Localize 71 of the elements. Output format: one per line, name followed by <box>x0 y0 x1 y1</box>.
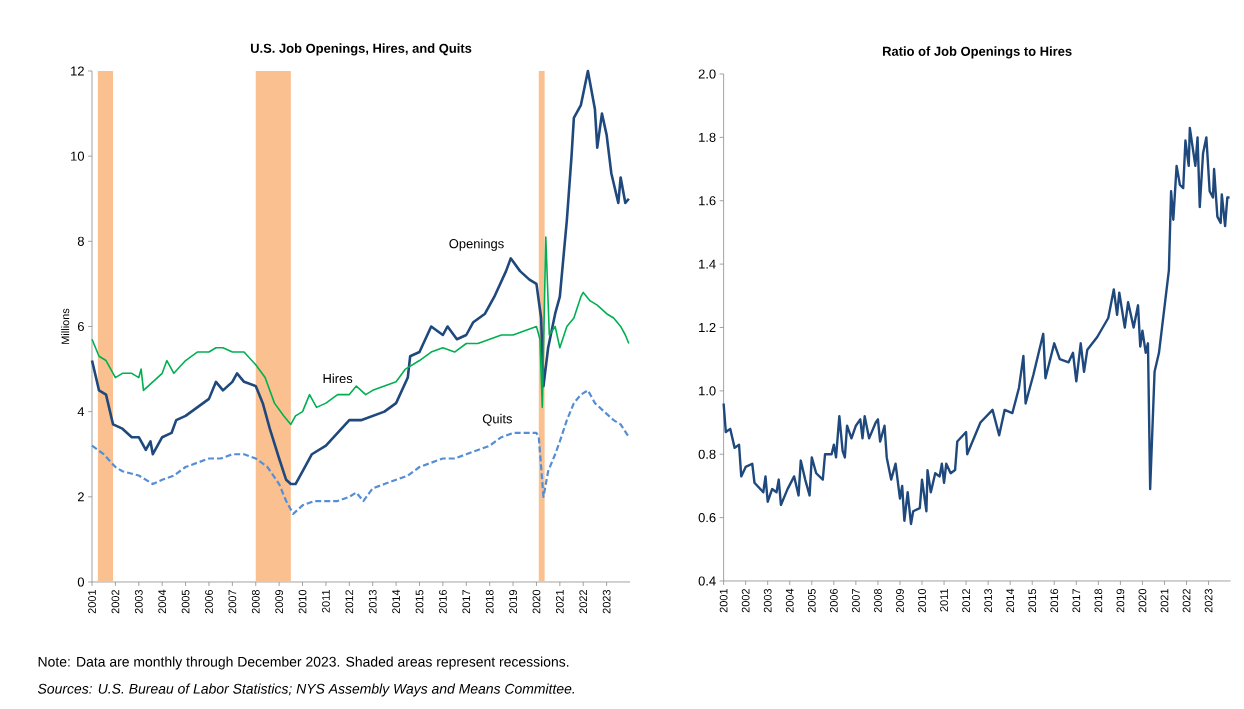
x-tick-label: 2007 <box>852 589 860 613</box>
x-tick-label: 2016 <box>439 589 447 614</box>
x-tick-label: 2018 <box>485 589 494 614</box>
chart-title: U.S. Job Openings, Hires, and Quits <box>250 43 472 56</box>
x-tick-label: 2012 <box>345 590 354 614</box>
y-tick-label: 1.2 <box>699 322 716 333</box>
x-tick-label: 2007 <box>228 590 237 614</box>
chart-title: Ratio of Job Openings to Hires <box>882 46 1072 59</box>
x-tick-label: 2017 <box>1072 589 1081 613</box>
y-tick-label: 8 <box>77 236 84 246</box>
x-tick-label: 2008 <box>874 588 882 613</box>
y-tick-label: 0.4 <box>698 576 716 586</box>
x-tick-label: 2023 <box>602 589 611 614</box>
x-tick-label: 2009 <box>896 589 904 613</box>
y-tick-label: 0.8 <box>698 449 716 459</box>
x-tick-label: 2011 <box>322 590 330 613</box>
x-tick-label: 2019 <box>509 590 517 614</box>
x-tick-label: 2008 <box>251 589 260 614</box>
x-tick-label: 2001 <box>719 589 728 613</box>
x-tick-label: 2002 <box>111 590 120 614</box>
x-tick-label: 2014 <box>392 589 400 614</box>
x-tick-label: 2022 <box>1182 589 1191 613</box>
x-tick-label: 2021 <box>555 590 564 614</box>
source-note: Sources: U.S. Bureau of Labor Statistics; NYS Assembly Ways and Means Committee. <box>37 683 575 697</box>
y-tick-label: 1.8 <box>699 132 716 142</box>
x-tick-label: 2010 <box>918 588 926 613</box>
x-tick-label: 2005 <box>181 589 190 614</box>
text: Note: Data are monthly through December 2023. Shaded areas represent recessions. <box>38 656 569 670</box>
y-tick-label: 0 <box>77 577 85 587</box>
x-tick-label: 2004 <box>158 589 167 614</box>
x-tick-label: 2023 <box>1204 588 1213 613</box>
x-tick-label: 2006 <box>205 589 213 614</box>
x-tick-label: 2016 <box>1050 588 1059 613</box>
series-label: Hires <box>323 373 353 384</box>
x-tick-label: 2017 <box>462 590 471 614</box>
y-tick-label: 6 <box>77 321 84 332</box>
x-tick-label: 2003 <box>763 588 772 613</box>
x-tick-label: 2001 <box>88 590 96 614</box>
y-tick-label: 1.6 <box>699 196 716 206</box>
x-tick-label: 2011 <box>940 589 948 612</box>
y-tick-label: 12 <box>71 66 84 76</box>
x-tick-label: 2005 <box>807 588 816 613</box>
x-tick-label: 2004 <box>785 588 794 613</box>
line-series <box>722 126 1231 526</box>
y-tick-label: 0.6 <box>698 513 716 523</box>
x-tick-label: 2010 <box>298 589 307 614</box>
x-tick-label: 2021 <box>1160 589 1169 613</box>
series-label: Openings <box>449 238 504 251</box>
x-tick-label: 2015 <box>1028 588 1037 613</box>
x-tick-label: 2013 <box>984 588 993 613</box>
x-tick-label: 2022 <box>579 590 588 614</box>
x-tick-label: 2006 <box>829 588 838 613</box>
y-tick-label: 1.4 <box>699 259 716 269</box>
x-tick-label: 2002 <box>741 589 750 613</box>
x-tick-label: 2018 <box>1094 588 1103 613</box>
x-tick-label: 2019 <box>1116 589 1125 613</box>
y-tick-label: 4 <box>77 407 85 417</box>
x-tick-label: 2020 <box>1138 588 1147 613</box>
series-label: Quits <box>482 413 513 426</box>
y-axis-title: Millions <box>61 308 70 344</box>
y-tick-label: 1.0 <box>699 386 716 396</box>
x-tick-label: 2013 <box>368 589 377 614</box>
x-tick-label: 2003 <box>134 589 143 614</box>
y-tick-label: 2.0 <box>698 69 716 79</box>
x-tick-label: 2009 <box>275 590 284 614</box>
x-tick-label: 2012 <box>962 589 970 613</box>
y-tick-label: 2 <box>77 492 84 502</box>
x-tick-label: 2014 <box>1006 588 1015 613</box>
x-tick-label: 2020 <box>532 589 541 614</box>
y-tick-label: 10 <box>71 151 85 161</box>
x-tick-label: 2015 <box>415 589 424 614</box>
